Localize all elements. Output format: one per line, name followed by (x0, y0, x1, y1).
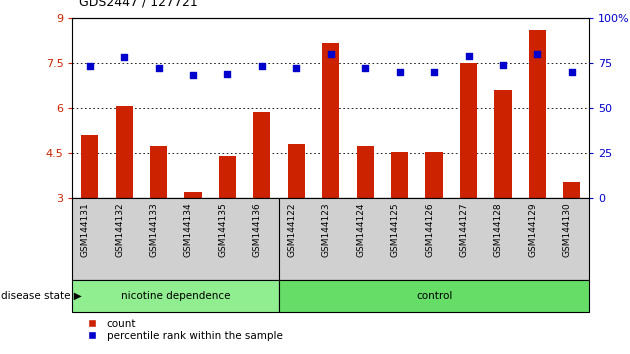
Point (154, 65, 164, 71)
Point (429, 69, 439, 75)
Text: GSM144127: GSM144127 (459, 202, 469, 257)
Bar (425, 152, 443, 198)
Bar (529, 30, 546, 198)
Bar (185, 192, 202, 198)
Text: GSM144136: GSM144136 (253, 202, 262, 257)
Text: GSM144123: GSM144123 (322, 202, 331, 257)
Point (498, 62, 508, 68)
Legend: count, percentile rank within the sample: count, percentile rank within the sample (77, 315, 287, 345)
Bar (460, 63, 477, 198)
Text: GSM144129: GSM144129 (529, 202, 537, 257)
Bar (279, 280, 589, 312)
Text: GSM144135: GSM144135 (219, 202, 227, 257)
Point (84, 64, 94, 69)
Text: GSM144134: GSM144134 (184, 202, 193, 257)
Text: GSM144126: GSM144126 (425, 202, 434, 257)
Bar (219, 156, 236, 198)
Bar (253, 113, 270, 198)
Text: GSM144128: GSM144128 (494, 202, 503, 257)
Bar (357, 145, 374, 198)
Text: GSM144130: GSM144130 (563, 202, 572, 257)
Point (326, 51, 336, 57)
Bar (150, 145, 167, 198)
Point (532, 51, 542, 57)
Point (257, 64, 267, 69)
Text: disease state ▶: disease state ▶ (1, 291, 81, 301)
Text: GSM144132: GSM144132 (115, 202, 124, 257)
Text: GSM144124: GSM144124 (356, 202, 365, 257)
Point (567, 69, 577, 75)
Point (394, 69, 404, 75)
Bar (72, 280, 279, 312)
Point (119, 55, 129, 60)
Text: control: control (416, 291, 452, 301)
Text: GSM144125: GSM144125 (391, 202, 399, 257)
Bar (115, 107, 133, 198)
Text: GSM144122: GSM144122 (287, 202, 296, 257)
Point (222, 71, 232, 76)
Text: GDS2447 / 127721: GDS2447 / 127721 (79, 0, 197, 9)
Bar (563, 182, 580, 198)
Text: GSM144131: GSM144131 (81, 202, 89, 257)
Point (464, 53, 474, 58)
Bar (391, 152, 408, 198)
Bar (288, 144, 305, 198)
Text: nicotine dependence: nicotine dependence (121, 291, 231, 301)
Bar (322, 43, 340, 198)
Bar (81, 135, 98, 198)
Point (188, 73, 198, 78)
Point (291, 65, 301, 71)
Bar (495, 90, 512, 198)
Point (360, 65, 370, 71)
Text: GSM144133: GSM144133 (149, 202, 159, 257)
